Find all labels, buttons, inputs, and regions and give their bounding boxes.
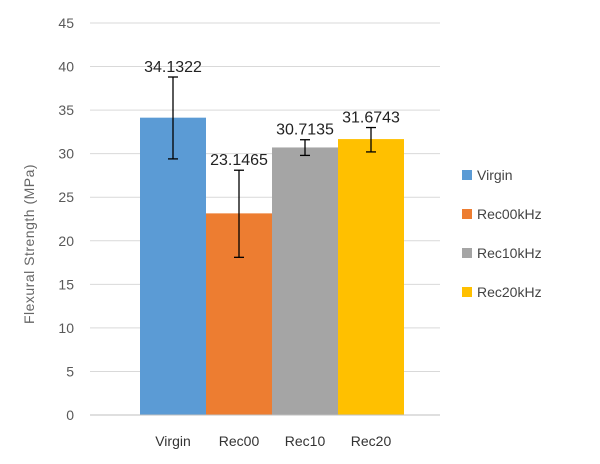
bar-rec10 bbox=[272, 147, 338, 415]
data-labels: 34.1322 23.1465 30.7135 31.6743 bbox=[144, 59, 400, 169]
y-tick-label: 30 bbox=[58, 146, 74, 162]
x-category-label: Rec10 bbox=[285, 433, 326, 449]
legend-swatch bbox=[462, 287, 472, 297]
data-label: 30.7135 bbox=[276, 122, 334, 139]
legend-item: Virgin bbox=[462, 167, 513, 183]
y-tick-label: 40 bbox=[58, 59, 74, 75]
data-label: 34.1322 bbox=[144, 59, 202, 76]
data-label: 31.6743 bbox=[342, 110, 400, 127]
bars bbox=[140, 117, 404, 415]
legend-swatch bbox=[462, 209, 472, 219]
legend-item: Rec20kHz bbox=[462, 284, 542, 300]
legend: Virgin Rec00kHz Rec10kHz Rec20kHz bbox=[462, 167, 542, 300]
x-axis-categories: Virgin Rec00 Rec10 Rec20 bbox=[155, 433, 391, 449]
y-tick-label: 10 bbox=[58, 320, 74, 336]
bar-rec20 bbox=[338, 139, 404, 415]
legend-item: Rec00kHz bbox=[462, 206, 542, 222]
y-tick-label: 45 bbox=[58, 15, 74, 31]
error-bar-rec10 bbox=[300, 139, 310, 157]
x-category-label: Virgin bbox=[155, 433, 191, 449]
y-tick-label: 20 bbox=[58, 233, 74, 249]
legend-item: Rec10kHz bbox=[462, 245, 542, 261]
y-tick-label: 15 bbox=[58, 276, 74, 292]
legend-label: Rec10kHz bbox=[477, 245, 542, 261]
legend-swatch bbox=[462, 248, 472, 258]
error-bars bbox=[168, 76, 376, 258]
data-label: 23.1465 bbox=[210, 152, 268, 169]
x-category-label: Rec20 bbox=[351, 433, 392, 449]
legend-swatch bbox=[462, 170, 472, 180]
error-bar-virgin bbox=[168, 76, 178, 160]
legend-label: Virgin bbox=[477, 167, 513, 183]
error-bar-rec00 bbox=[234, 169, 244, 258]
y-axis-label: Flexural Strength (MPa) bbox=[21, 164, 37, 324]
legend-label: Rec00kHz bbox=[477, 206, 542, 222]
y-axis-ticks: 0 5 10 15 20 25 30 35 40 45 bbox=[58, 15, 74, 423]
y-tick-label: 5 bbox=[66, 363, 74, 379]
bar-virgin bbox=[140, 117, 206, 415]
legend-label: Rec20kHz bbox=[477, 284, 542, 300]
y-tick-label: 25 bbox=[58, 189, 74, 205]
error-bar-rec20 bbox=[366, 126, 376, 153]
x-category-label: Rec00 bbox=[219, 433, 260, 449]
y-tick-label: 0 bbox=[66, 407, 74, 423]
y-tick-label: 35 bbox=[58, 102, 74, 118]
